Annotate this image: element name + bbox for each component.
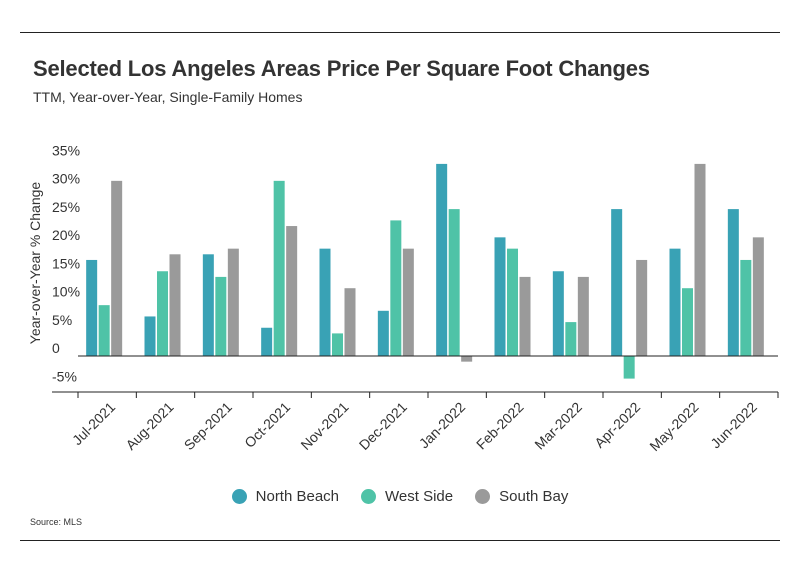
bar-north-beach [377, 310, 389, 356]
bar-west-side [623, 356, 635, 379]
bar-south-bay [461, 356, 473, 362]
bar-west-side [390, 220, 402, 356]
y-axis-ticks: 35% 30% 25% 20% 15% 10% 5% 0 -5% [52, 142, 80, 384]
bar-north-beach [144, 316, 156, 356]
legend-item-west-side: West Side [361, 488, 453, 505]
x-tick-label: Nov-2021 [297, 399, 351, 453]
bar-series [86, 163, 764, 379]
x-tick-label: Feb-2022 [473, 399, 527, 453]
bar-south-bay [227, 248, 239, 356]
axes [52, 355, 778, 393]
y-tick-label: 30% [52, 171, 80, 187]
bar-south-bay [111, 180, 123, 356]
x-tick-label: Oct-2021 [241, 399, 293, 451]
legend: North Beach West Side South Bay [0, 488, 800, 505]
source-note: Source: MLS [30, 517, 83, 527]
x-axis-ticks: Jul-2021 Aug-2021 Sep-2021 Oct-2021 Nov-2021… [69, 392, 779, 454]
bar-west-side [273, 180, 285, 356]
top-rule [20, 32, 780, 33]
y-tick-label: 5% [52, 312, 72, 328]
y-axis-label: Year-over-Year % Change [27, 182, 43, 345]
bar-west-side [98, 305, 110, 356]
bar-south-bay [519, 276, 531, 356]
bar-west-side [565, 322, 577, 356]
x-tick-label: Jun-2022 [707, 399, 760, 452]
x-tick-label: May-2022 [646, 399, 701, 454]
bar-north-beach [669, 248, 681, 356]
bar-north-beach [436, 163, 448, 356]
bar-south-bay [752, 237, 764, 356]
legend-item-south-bay: South Bay [475, 488, 568, 505]
legend-label: North Beach [255, 488, 340, 505]
y-tick-label: 20% [52, 227, 80, 243]
legend-swatch [475, 489, 491, 504]
bar-south-bay [344, 288, 356, 356]
bar-south-bay [694, 163, 706, 356]
bar-west-side [448, 209, 460, 356]
bar-north-beach [552, 271, 564, 356]
x-tick-label: Aug-2021 [122, 399, 176, 453]
bar-north-beach [261, 327, 273, 356]
x-tick-label: Mar-2022 [531, 399, 585, 453]
bar-west-side [507, 248, 518, 356]
y-tick-label: 15% [52, 255, 80, 271]
bar-south-bay [286, 226, 298, 356]
legend-label: West Side [385, 488, 454, 505]
x-tick-label: Sep-2021 [181, 399, 235, 453]
bar-south-bay [577, 276, 589, 356]
y-tick-label: 0 [52, 340, 60, 356]
bar-chart: 35% 30% 25% 20% 15% 10% 5% 0 -5% Jul-2021 Aug-202… [27, 142, 779, 454]
bar-north-beach [202, 254, 214, 356]
bar-south-bay [169, 254, 181, 356]
x-tick-label: Dec-2021 [356, 399, 410, 453]
legend-swatch [361, 489, 377, 504]
y-tick-label: 25% [52, 199, 80, 215]
legend-swatch [231, 489, 247, 504]
chart-title: Selected Los Angeles Areas Price Per Squ… [33, 56, 650, 81]
bar-west-side [157, 271, 168, 356]
bar-west-side [215, 276, 227, 356]
x-tick-label: Jul-2021 [69, 399, 118, 448]
bar-south-bay [636, 259, 648, 356]
y-tick-label: -5% [52, 368, 77, 384]
bar-west-side [682, 288, 693, 356]
y-tick-label: 10% [52, 284, 80, 300]
bar-north-beach [86, 259, 98, 356]
bar-north-beach [727, 209, 739, 356]
bar-north-beach [611, 209, 623, 356]
bar-west-side [332, 333, 343, 356]
legend-item-north-beach: North Beach [231, 488, 340, 505]
y-tick-label: 35% [52, 142, 80, 158]
legend-label: South Bay [499, 488, 569, 505]
bar-north-beach [494, 237, 506, 356]
x-tick-label: Jan-2022 [416, 399, 469, 452]
bar-north-beach [319, 248, 331, 356]
bar-west-side [740, 259, 752, 356]
chart-subtitle: TTM, Year-over-Year, Single-Family Homes [33, 89, 303, 105]
bar-south-bay [402, 248, 414, 356]
bottom-rule [20, 540, 780, 541]
x-tick-label: Apr-2022 [591, 399, 643, 451]
